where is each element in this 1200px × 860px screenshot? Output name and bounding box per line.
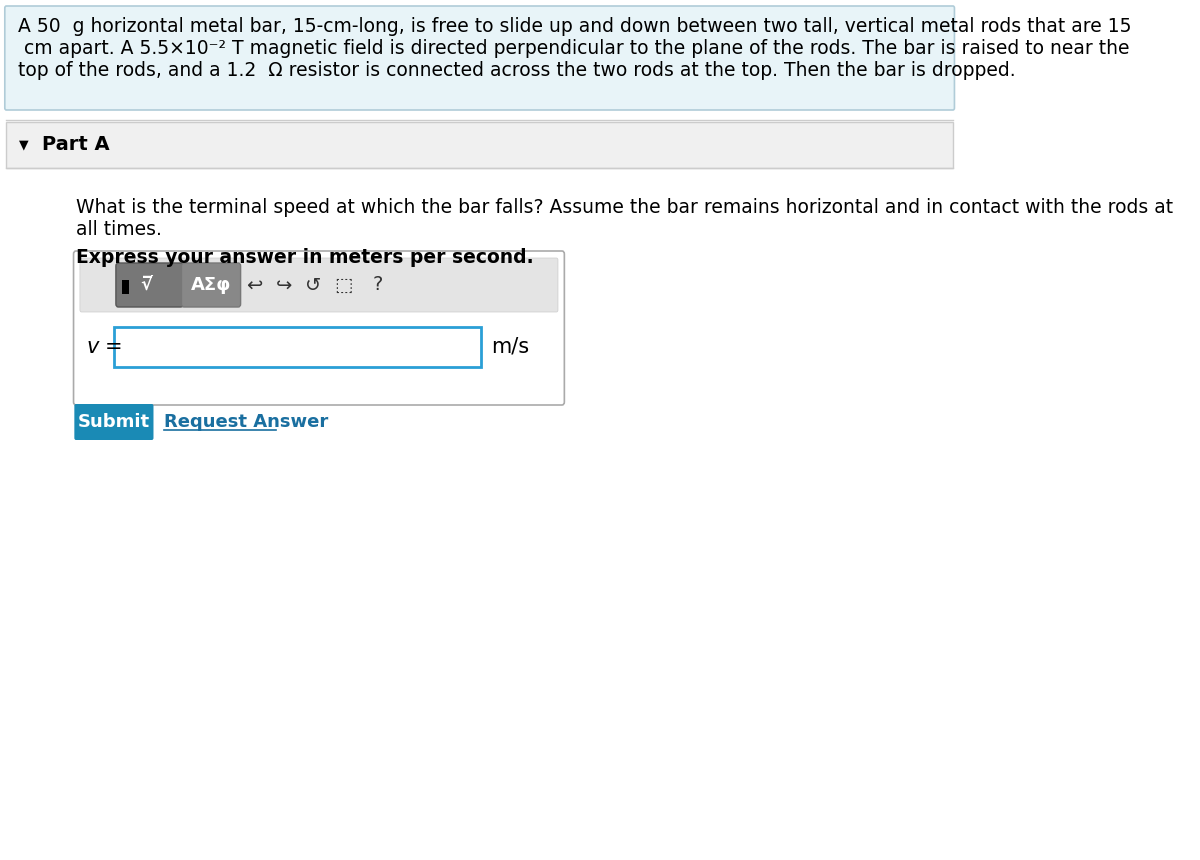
FancyBboxPatch shape	[181, 263, 241, 307]
Text: √̅: √̅	[140, 276, 152, 294]
Bar	[6, 122, 953, 168]
Text: $v$ =: $v$ =	[86, 337, 122, 357]
Text: top of the rods, and a 1.2  Ω resistor is connected across the two rods at the t: top of the rods, and a 1.2 Ω resistor is…	[18, 61, 1015, 80]
Text: Part A: Part A	[42, 136, 109, 155]
Bar	[121, 280, 130, 294]
FancyBboxPatch shape	[80, 258, 558, 312]
Text: ▼: ▼	[19, 138, 29, 151]
FancyBboxPatch shape	[74, 404, 154, 440]
Text: ↺: ↺	[305, 275, 322, 294]
FancyBboxPatch shape	[5, 6, 954, 110]
Text: Request Answer: Request Answer	[164, 413, 328, 431]
Text: ↩: ↩	[246, 275, 263, 294]
Text: Express your answer in meters per second.: Express your answer in meters per second…	[76, 248, 534, 267]
Text: AΣφ: AΣφ	[191, 276, 232, 294]
Text: ⬚: ⬚	[335, 275, 353, 294]
Text: A 50  g horizontal metal bar, 15-cm-long, is free to slide up and down between t: A 50 g horizontal metal bar, 15-cm-long,…	[18, 17, 1132, 36]
Text: ↪: ↪	[276, 275, 292, 294]
FancyBboxPatch shape	[73, 251, 564, 405]
Text: cm apart. A 5.5×10⁻² T magnetic field is directed perpendicular to the plane of : cm apart. A 5.5×10⁻² T magnetic field is…	[18, 39, 1129, 58]
Text: all times.: all times.	[76, 220, 162, 239]
Text: ?: ?	[372, 275, 383, 294]
Text: Submit: Submit	[78, 413, 150, 431]
Text: m/s: m/s	[491, 337, 529, 357]
FancyBboxPatch shape	[116, 263, 184, 307]
Bar	[114, 327, 481, 367]
Text: What is the terminal speed at which the bar falls? Assume the bar remains horizo: What is the terminal speed at which the …	[76, 198, 1174, 217]
